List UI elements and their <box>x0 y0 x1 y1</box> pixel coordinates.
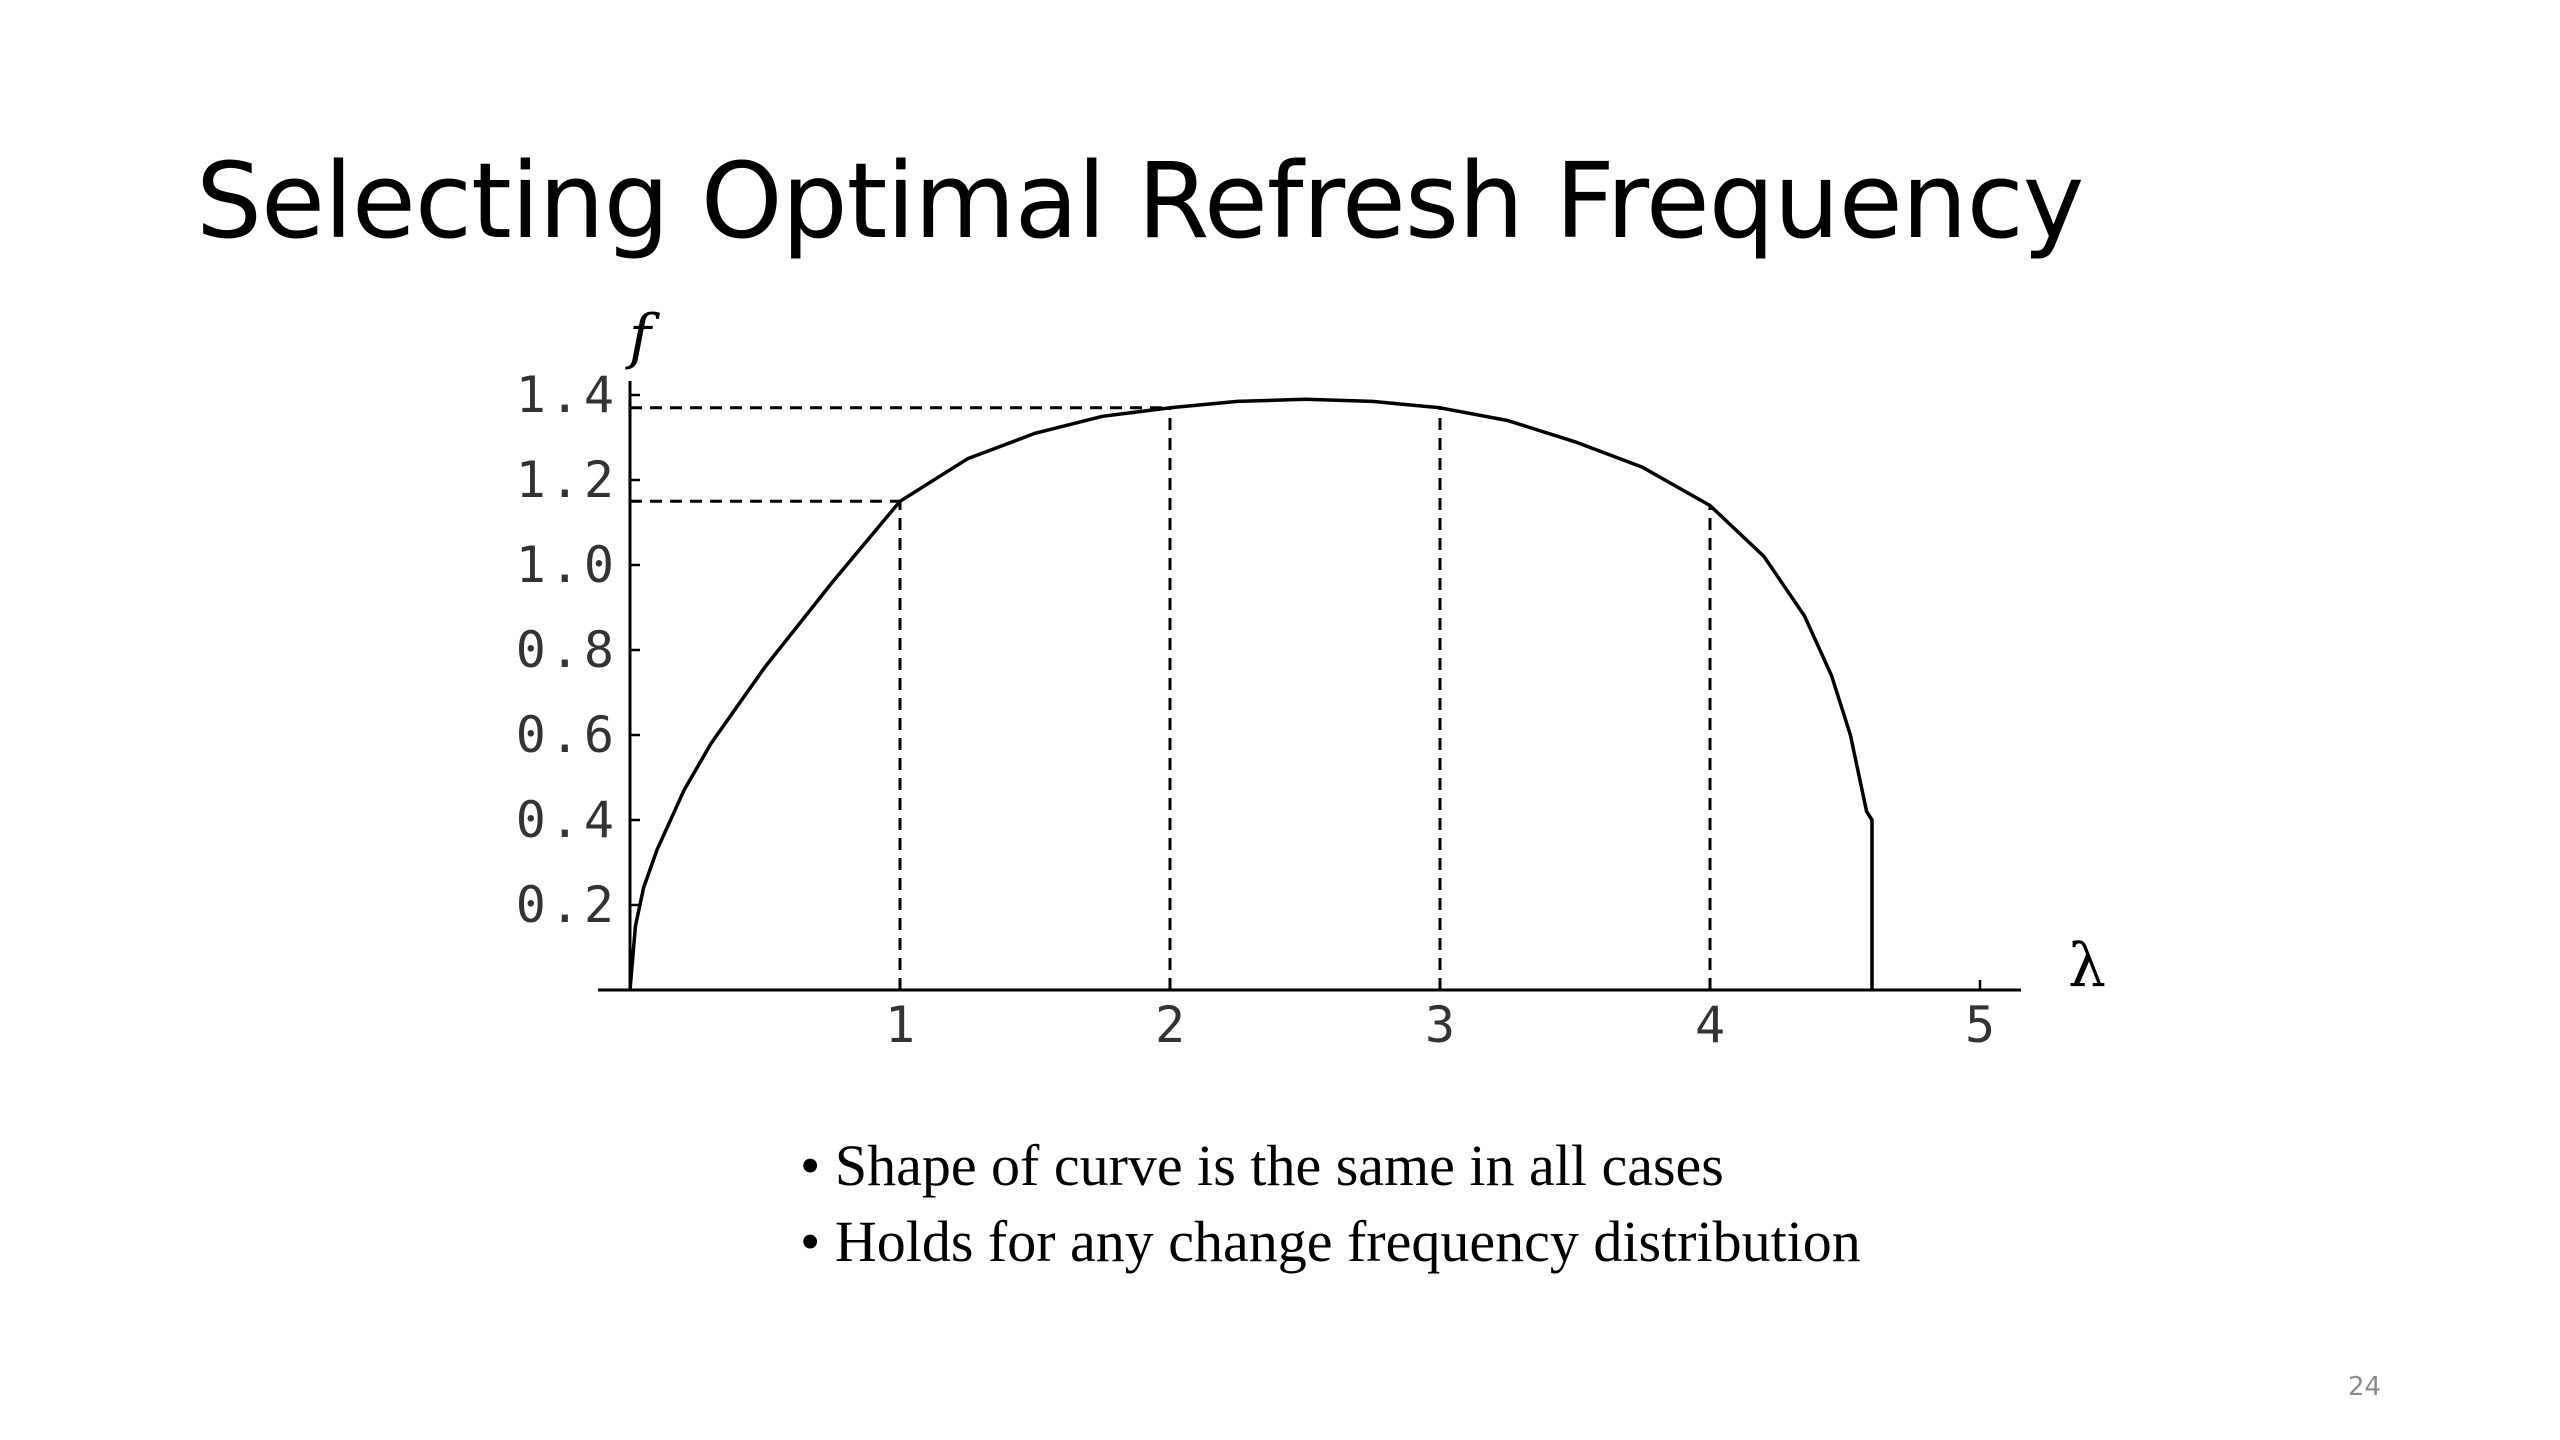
x-tick-label: 2 <box>1155 996 1185 1054</box>
y-tick-label: 0.2 <box>516 876 618 934</box>
x-tick-label: 1 <box>885 996 915 1054</box>
y-tick-label: 1.4 <box>516 366 618 424</box>
line-chart: 1 2 3 4 5 0.2 0.4 0.6 0.8 1.0 1.2 1.4f λ <box>516 302 2106 1054</box>
y-tick-label: 0.8 <box>516 621 618 679</box>
y-tick-label: 1.0 <box>516 536 618 594</box>
y-tick-label: 1.2 <box>516 451 618 509</box>
x-tick-label: 5 <box>1965 996 1995 1054</box>
bullet-list: Shape of curve is the same in all cases … <box>800 1128 1861 1280</box>
guide-lines <box>630 406 1712 990</box>
series-line <box>628 397 1874 991</box>
chart-series <box>628 397 1874 991</box>
page-number: 24 <box>2348 1372 2382 1402</box>
slide-title: Selecting Optimal Refresh Frequency <box>196 140 2084 262</box>
bullet-item: Shape of curve is the same in all cases <box>800 1128 1861 1204</box>
bullet-item: Holds for any change frequency distribut… <box>800 1204 1861 1280</box>
y-axis-label: f <box>625 302 661 372</box>
x-tick-label: 4 <box>1695 996 1725 1054</box>
x-axis-label: λ <box>2068 931 2106 1001</box>
y-tick-label: 0.6 <box>516 706 618 764</box>
chart-axes: 1 2 3 4 5 0.2 0.4 0.6 0.8 1.0 1.2 1.4f λ <box>516 302 2106 1054</box>
x-tick-label: 3 <box>1425 996 1455 1054</box>
y-tick-label: 0.4 <box>516 791 618 849</box>
